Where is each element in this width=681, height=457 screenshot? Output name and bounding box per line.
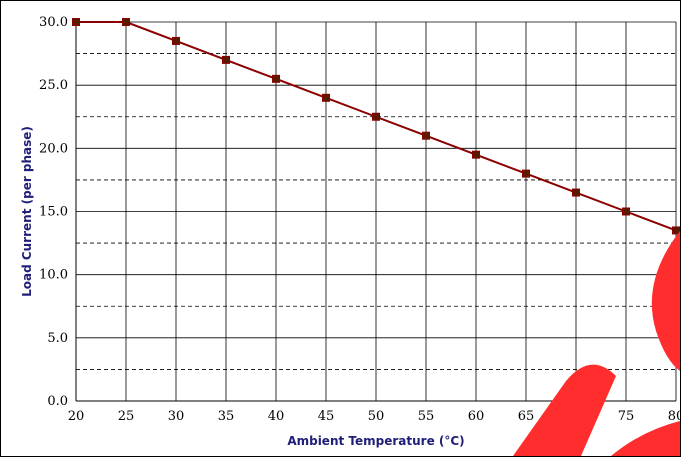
x-axis-title: Ambient Temperature (°C) (287, 434, 464, 448)
data-point-marker (72, 18, 80, 26)
x-tick-label: 80 (668, 409, 680, 424)
y-tick-label: 5.0 (47, 331, 68, 346)
watermark-shape (651, 231, 680, 371)
data-point-marker (622, 207, 630, 216)
y-tick-label: 0.0 (47, 394, 68, 409)
data-point-marker (222, 55, 230, 64)
y-tick-label: 20.0 (39, 141, 68, 156)
watermark-shape (513, 364, 616, 456)
data-point-marker (422, 131, 430, 140)
x-tick-label: 25 (118, 409, 135, 424)
x-tick-label: 30 (168, 409, 185, 424)
data-point-marker (272, 74, 280, 83)
data-point-marker (372, 112, 380, 121)
data-point-marker (522, 169, 530, 178)
watermark-shape (611, 421, 680, 456)
y-tick-label: 25.0 (39, 78, 68, 93)
data-point-marker (122, 18, 130, 26)
data-point-marker (672, 226, 680, 235)
x-tick-label: 60 (468, 409, 485, 424)
x-tick-label: 55 (418, 409, 435, 424)
y-tick-label: 30.0 (39, 15, 68, 30)
y-tick-label: 15.0 (39, 205, 68, 220)
x-tick-label: 65 (518, 409, 535, 424)
y-tick-label: 10.0 (39, 268, 68, 283)
x-tick-label: 20 (68, 409, 85, 424)
x-tick-label: 75 (618, 409, 635, 424)
data-point-marker (472, 150, 480, 159)
data-point-marker (172, 36, 180, 45)
x-tick-label: 40 (268, 409, 285, 424)
x-tick-label: 45 (318, 409, 335, 424)
x-tick-label: 35 (218, 409, 235, 424)
data-point-marker (322, 93, 330, 102)
x-tick-label: 50 (368, 409, 385, 424)
data-point-marker (572, 188, 580, 197)
y-axis-title: Load Current (per phase) (20, 126, 34, 297)
